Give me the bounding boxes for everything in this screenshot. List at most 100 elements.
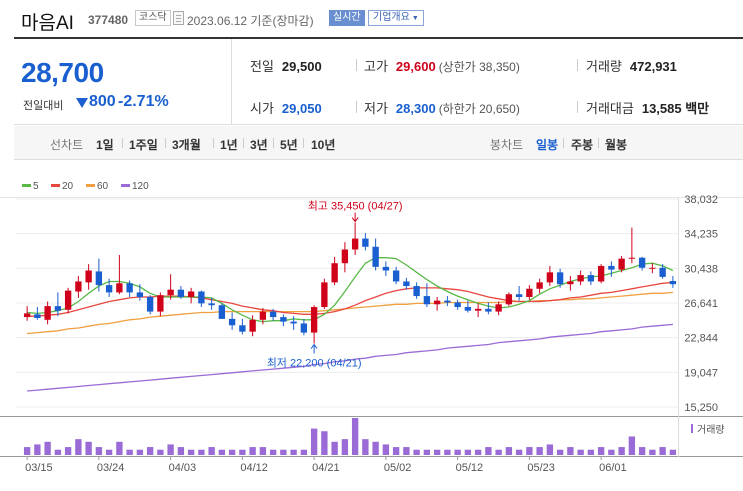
x-tick-label: 05/23	[527, 462, 555, 474]
candle	[341, 242, 349, 273]
candle-body	[44, 306, 51, 320]
volume-bar	[54, 449, 62, 455]
trade-value-amount: 13,585 백만	[641, 101, 710, 116]
candle-body	[95, 271, 103, 286]
candle-body	[597, 265, 605, 282]
candle	[116, 254, 123, 295]
y-axis: 38,032 34,235 30,438 26,641 22,844 19,047 15,2…	[684, 194, 718, 414]
period-selector-bar: 선차트 1일 1주일 3개월 1년 3년 5년 10년 봉차트 일봉 주봉 월봉	[14, 126, 743, 160]
lower-limit: (하한가 20,650)	[438, 102, 520, 116]
candle	[495, 301, 502, 316]
candle-body	[85, 270, 92, 283]
volume-bar	[187, 449, 195, 455]
volume-bar	[556, 449, 564, 455]
candle-body	[280, 317, 287, 322]
y-tick-label: 30,438	[684, 263, 718, 275]
period-1y[interactable]: 1년	[220, 138, 238, 152]
candle-body	[444, 300, 451, 303]
candle-body	[392, 270, 400, 282]
candle	[177, 286, 185, 299]
candle-body	[198, 291, 205, 304]
volume-bar	[474, 449, 482, 455]
low-label: 저가	[364, 101, 388, 116]
trade-value-label: 거래대금	[586, 101, 634, 116]
candle-monthly[interactable]: 월봉	[605, 138, 628, 152]
candle	[577, 270, 584, 286]
volume-bar	[669, 449, 677, 455]
candle-body	[259, 311, 267, 320]
candle-daily[interactable]: 일봉	[536, 138, 559, 152]
volume-bar	[331, 441, 338, 455]
divider	[273, 138, 274, 148]
candle	[659, 264, 666, 279]
volume-bar	[177, 447, 185, 455]
candle-body	[54, 306, 62, 311]
volume-bar	[413, 449, 420, 455]
candle-body	[608, 265, 615, 270]
divider	[577, 101, 578, 113]
period-1d[interactable]: 1일	[96, 138, 114, 152]
candle	[505, 292, 513, 307]
candle	[259, 307, 267, 325]
candle-body	[505, 294, 513, 305]
volume-bar	[157, 449, 164, 455]
candle	[362, 233, 369, 251]
volume-bar	[444, 449, 451, 455]
realtime-button[interactable]: 실시간	[329, 10, 365, 26]
candle-body	[454, 302, 461, 308]
arrow-up-icon	[310, 343, 318, 354]
y-tick-label: 34,235	[684, 229, 718, 241]
candle	[34, 307, 41, 320]
y-tick-label: 26,641	[684, 298, 718, 310]
candle-body	[618, 258, 625, 270]
period-1w[interactable]: 1주일	[129, 138, 158, 152]
volume-bar	[136, 449, 144, 455]
candle-body	[567, 281, 574, 285]
period-3m[interactable]: 3개월	[172, 138, 201, 152]
candle-body	[126, 283, 133, 293]
chart-divider	[0, 416, 743, 417]
volume-bar	[597, 447, 605, 455]
candle-weekly[interactable]: 주봉	[571, 138, 594, 152]
period-10y[interactable]: 10년	[311, 138, 336, 152]
candle-body	[177, 289, 185, 297]
volume-bar	[403, 447, 410, 455]
candle-body	[249, 319, 256, 332]
candle	[413, 282, 420, 299]
legend-swatch	[86, 184, 95, 187]
period-3y[interactable]: 3년	[250, 138, 268, 152]
volume-bar	[146, 447, 154, 455]
candle-body	[239, 325, 246, 332]
candle-body	[515, 294, 523, 297]
volume-bar	[64, 447, 72, 455]
x-tick-label: 04/12	[240, 462, 268, 474]
period-5y[interactable]: 5년	[280, 138, 298, 152]
volume-bar	[433, 449, 441, 455]
candle	[269, 308, 277, 321]
volume-bar	[495, 449, 502, 455]
volume-bars: 거래량	[23, 418, 725, 455]
volume: 거래량 472,931	[586, 56, 677, 75]
candle	[290, 316, 297, 330]
candle	[649, 263, 656, 274]
volume-bar	[310, 428, 318, 455]
volume-bar	[218, 449, 226, 455]
candle	[75, 275, 82, 298]
candle	[474, 303, 482, 318]
volume-bar	[351, 418, 359, 455]
candle-body	[167, 289, 174, 296]
divider	[356, 101, 357, 113]
candle	[597, 264, 605, 284]
volume-bar	[85, 441, 92, 455]
candle	[321, 278, 328, 309]
candle	[85, 264, 92, 290]
candle	[403, 277, 410, 290]
low-annotation: 최저 22,200 (04/21)	[267, 357, 362, 370]
volume-bar	[23, 447, 31, 455]
volume-bar	[126, 449, 133, 455]
candle-body	[577, 275, 584, 282]
price-chart[interactable]: 5 20 60 120 38,032 34,235 30,438 26,641 22,844 1…	[0, 170, 743, 491]
candle	[485, 302, 492, 315]
volume-bar	[95, 447, 103, 455]
company-info-button[interactable]: 기업개요 ▼	[368, 10, 424, 26]
